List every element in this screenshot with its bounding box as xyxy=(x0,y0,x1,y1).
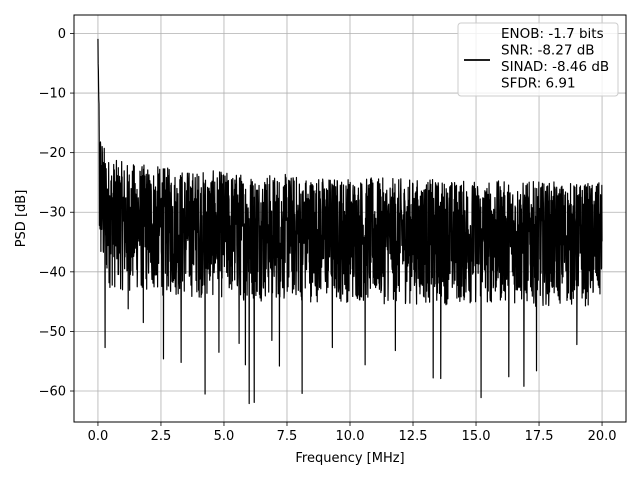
x-tick-label-1: 2.5 xyxy=(151,429,172,444)
y-axis-ticks: 0 −10 −20 −30 −40 −50 −60 xyxy=(39,27,74,400)
psd-series xyxy=(97,38,603,405)
psd-line xyxy=(97,38,603,405)
y-axis-label: PSD [dB] xyxy=(14,190,29,248)
x-tick-label-4: 10.0 xyxy=(336,429,365,444)
y-tick-label-0: 0 xyxy=(58,27,66,42)
y-tick-label-2: −20 xyxy=(39,146,66,161)
legend: ENOB: -1.7 bits SNR: -8.27 dB SINAD: -8.… xyxy=(457,22,619,97)
x-tick-label-3: 7.5 xyxy=(277,429,298,444)
legend-sfdr: SFDR: 6.91 xyxy=(501,76,576,92)
legend-box xyxy=(457,22,619,97)
legend-snr: SNR: -8.27 dB xyxy=(501,43,595,59)
x-axis-label: Frequency [MHz] xyxy=(295,451,404,466)
x-tick-label-7: 17.5 xyxy=(525,429,554,444)
legend-sinad: SINAD: -8.46 dB xyxy=(501,59,609,75)
x-tick-label-8: 20.0 xyxy=(588,429,617,444)
y-tick-label-1: −10 xyxy=(39,87,66,102)
y-tick-label-4: −40 xyxy=(39,265,66,280)
y-tick-label-3: −30 xyxy=(39,206,66,221)
x-tick-label-6: 15.0 xyxy=(462,429,491,444)
legend-enob: ENOB: -1.7 bits xyxy=(501,26,604,42)
y-tick-label-6: −60 xyxy=(39,385,66,400)
y-tick-label-5: −50 xyxy=(39,325,66,340)
x-tick-label-5: 12.5 xyxy=(399,429,428,444)
x-axis-ticks: 0.0 2.5 5.0 7.5 10.0 12.5 15.0 17.5 20.0 xyxy=(88,422,617,444)
x-tick-label-2: 5.0 xyxy=(214,429,235,444)
x-tick-label-0: 0.0 xyxy=(88,429,109,444)
